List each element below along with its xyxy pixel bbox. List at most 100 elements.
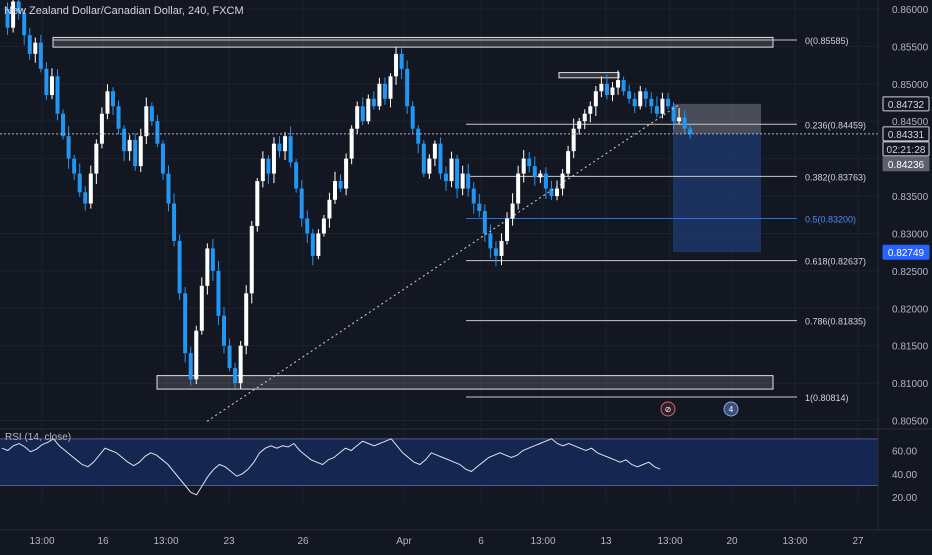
demand-zone (156, 375, 774, 390)
fib-label-1: 1(0.80814) (805, 393, 849, 403)
candle-body (682, 117, 687, 129)
candle-body (549, 188, 554, 197)
time-tick-label: 13:00 (782, 536, 807, 547)
candle-body (593, 91, 598, 107)
candle-body (77, 173, 82, 193)
rsi-line (1, 438, 661, 496)
candle-body (394, 53, 399, 77)
chart-title: New Zealand Dollar/Canadian Dollar, 240,… (4, 5, 244, 17)
candle-body (632, 98, 637, 107)
candle-body (382, 83, 387, 99)
candle-body (99, 113, 104, 144)
candle-body (94, 143, 99, 174)
candle-body (260, 158, 265, 182)
candle-body (44, 68, 49, 96)
price-tick-label: 0.81500 (892, 342, 929, 353)
candle-body (649, 98, 654, 107)
supply-zone (52, 36, 774, 48)
fib-label-0.618: 0.618(0.82637) (805, 257, 866, 267)
candle-body (427, 158, 432, 174)
candle-body (111, 91, 115, 107)
candle-body (172, 203, 177, 241)
candle-body (360, 106, 365, 122)
candle-body (133, 139, 138, 167)
candle-body (177, 240, 182, 294)
candle-body (527, 158, 532, 167)
recent-high-zone (558, 72, 620, 79)
fib-label-0.236: 0.236(0.84459) (805, 120, 866, 130)
short-position-tool[interactable] (673, 103, 761, 253)
rsi-indicator-label[interactable]: RSI (14, close) (5, 432, 72, 443)
candle-body (138, 136, 143, 167)
candle-body (105, 91, 110, 114)
take-profit-zone (673, 133, 761, 253)
price-tick-label: 0.83500 (892, 192, 929, 203)
candle-body (599, 83, 604, 92)
event-flag[interactable]: ⊘ (660, 401, 676, 417)
time-tick-label: 13:00 (153, 536, 178, 547)
candle-body (222, 315, 226, 346)
candle-body (399, 53, 404, 69)
fibonacci-retracement[interactable]: 0(0.85585) 0.236(0.84459) 0.382(0.83763) 0.… (53, 36, 866, 403)
time-tick-label: 26 (297, 536, 309, 547)
price-label-box (882, 244, 930, 260)
price-tick-label: 0.85000 (892, 80, 929, 91)
candle-body (449, 158, 454, 182)
candle-body (122, 128, 127, 152)
candle-body (410, 106, 415, 129)
candle-body (638, 91, 643, 107)
candle-body (455, 158, 460, 189)
candle-body (299, 188, 304, 219)
candle-body (466, 173, 471, 189)
candle-body (49, 76, 54, 96)
candle-body (238, 345, 243, 384)
candle-body (127, 139, 132, 152)
grid (0, 0, 878, 503)
candle-body (33, 42, 38, 54)
time-tick-label: 13:00 (530, 536, 555, 547)
candle-body (499, 240, 504, 256)
price-label-box (882, 156, 930, 172)
candle-body (160, 143, 165, 174)
candle-body (516, 173, 521, 204)
fib-label-0.5: 0.5(0.83200) (805, 214, 856, 224)
price-tick-label: 0.86000 (892, 5, 929, 16)
candle-body (616, 80, 621, 88)
time-tick-label: 20 (726, 536, 738, 547)
rsi-pane (0, 428, 932, 496)
candle-body (166, 173, 171, 204)
price-tick-label: 0.84500 (892, 117, 929, 128)
candle-body (621, 80, 626, 92)
time-tick-label: 13:00 (657, 536, 682, 547)
candle-body (316, 233, 321, 256)
candle-body (566, 151, 571, 174)
country-flag[interactable]: 4 (723, 401, 739, 417)
time-tick-label: 16 (97, 536, 109, 547)
price-label-text: 02:21:28 (887, 145, 926, 156)
fib-label-0.382: 0.382(0.83763) (805, 172, 866, 182)
candle-body (654, 106, 659, 114)
candle-body (155, 121, 160, 144)
candle-body (666, 98, 670, 107)
candle-body (321, 218, 326, 234)
candle-body (660, 98, 665, 114)
candle-body (366, 98, 371, 122)
candle-body (388, 76, 393, 99)
event-markers[interactable]: ⊘ 4 (660, 401, 739, 417)
candle-body (505, 218, 510, 241)
fib-label-0: 0(0.85585) (805, 36, 849, 46)
candle-body (249, 225, 254, 294)
candle-body (88, 173, 93, 204)
candle-body (255, 181, 260, 226)
candle-body (61, 113, 66, 137)
candle-body (205, 248, 210, 286)
price-tick-label: 0.82000 (892, 304, 929, 315)
price-label-box (882, 126, 930, 142)
candle-body (199, 285, 204, 331)
candle-body (55, 76, 60, 114)
candle-body (11, 1, 16, 28)
price-label-text: 0.84732 (888, 100, 925, 111)
candle-body (266, 158, 271, 174)
